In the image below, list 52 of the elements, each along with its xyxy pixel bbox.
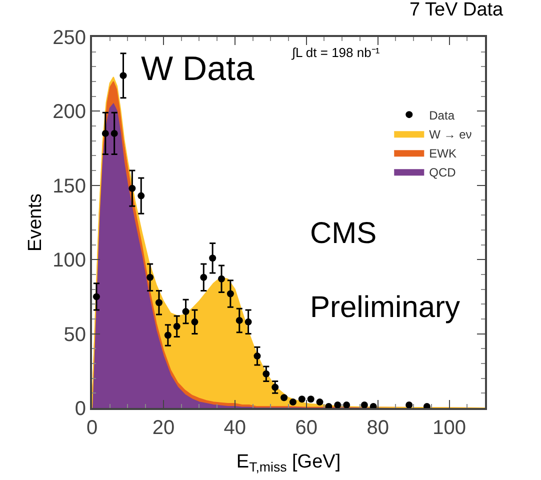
legend-label: QCD [429,165,456,180]
x-axis-title: E$_{T,miss}$ [GeV] [236,451,341,474]
legend-label: EWK [429,146,456,160]
annotation: CMS [310,217,377,250]
y-tick-label: 0 [74,398,86,420]
y-tick-label: 200 [52,101,86,124]
legend-label: Data [429,108,455,122]
annotation: ∫L dt = 198 nb⁻¹ [291,45,380,60]
point [209,254,216,262]
point [173,322,180,330]
point [146,274,154,281]
point [289,398,296,406]
x-tick-label: 80 [366,417,389,439]
point [128,184,136,192]
point [138,192,145,200]
point [244,318,252,326]
point [155,299,162,306]
legend-label: W → eν [429,127,472,142]
point [343,402,350,409]
point [102,130,109,137]
y-axis-title: Events [24,193,46,252]
point [406,402,413,409]
point [164,332,172,339]
x-tick-label: 100 [432,417,466,439]
point [262,370,270,378]
annotation: Preliminary [310,291,460,324]
y-tick-label: 100 [52,250,86,272]
point [316,398,324,406]
point [191,318,198,326]
y-tick-label: 50 [64,324,86,346]
point [298,396,306,403]
point [200,274,208,281]
point [280,394,288,402]
point [92,293,100,300]
x-tick-label: 60 [295,417,318,439]
point [182,308,190,316]
annotation: W Data [141,50,254,88]
y-tick-label: 150 [52,175,86,198]
point [236,316,243,324]
chart-title: 7 TeV Data [409,0,504,21]
point [218,275,226,282]
point [120,72,127,80]
x-tick-label: 40 [224,417,246,439]
point [254,352,261,360]
point [226,290,234,298]
point [272,384,279,391]
point [110,130,118,137]
y-tick-label: 250 [52,27,86,49]
point [334,402,342,409]
x-tick-label: 20 [152,417,175,439]
point [360,402,368,409]
point [307,396,314,403]
